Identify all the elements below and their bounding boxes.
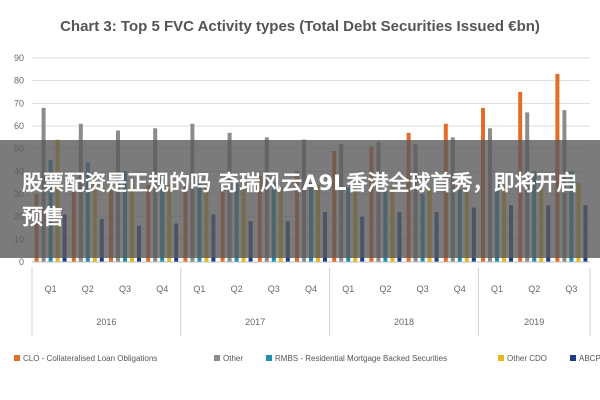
year-label: 2018 [394,317,414,327]
x-tick-label: Q2 [231,284,243,294]
y-tick-label: 80 [14,76,24,86]
overlay-headline: 股票配资是正规的吗 奇瑞风云A9L香港全球首秀，即将开启预售 [22,171,578,229]
x-tick-label: Q3 [417,284,429,294]
chart-title: Chart 3: Top 5 FVC Activity types (Total… [60,18,540,35]
x-tick-label: Q2 [82,284,94,294]
x-tick-label: Q3 [268,284,280,294]
x-tick-label: Q4 [305,284,317,294]
y-tick-label: 60 [14,121,24,131]
year-label: 2019 [524,317,544,327]
legend-label: Other [223,354,243,363]
legend-label: RMBS - Residential Mortgage Backed Secur… [275,354,447,363]
legend-swatch [266,355,272,361]
overlay-banner [0,140,600,258]
x-tick-label: Q3 [119,284,131,294]
legend-swatch [214,355,220,361]
x-tick-label: Q3 [565,284,577,294]
x-tick-label: Q1 [342,284,354,294]
y-tick-label: 90 [14,53,24,63]
x-tick-label: Q4 [156,284,168,294]
year-label: 2017 [245,317,265,327]
x-tick-label: Q1 [193,284,205,294]
legend-label: Other CDO [507,354,547,363]
legend-label: CLO - Collateralised Loan Obligations [23,354,157,363]
y-tick-label: 0 [19,257,24,267]
x-tick-label: Q1 [491,284,503,294]
legend-swatch [14,355,20,361]
year-label: 2016 [96,317,116,327]
x-axis: Q1 Q2 Q3 Q4 Q1 Q2 Q3 Q4 Q1 Q2 Q3 Q4 Q1 Q2 Q3 2016 2017 20… [31,261,591,336]
x-tick-label: Q4 [454,284,466,294]
y-tick-label: 70 [14,98,24,108]
x-tick-label: Q2 [379,284,391,294]
x-tick-label: Q1 [45,284,57,294]
legend-swatch [498,355,504,361]
legend: CLO - Collateralised Loan Obligations Oth… [14,354,600,363]
legend-swatch [570,355,576,361]
legend-label: ABCP [579,354,600,363]
x-tick-label: Q2 [528,284,540,294]
